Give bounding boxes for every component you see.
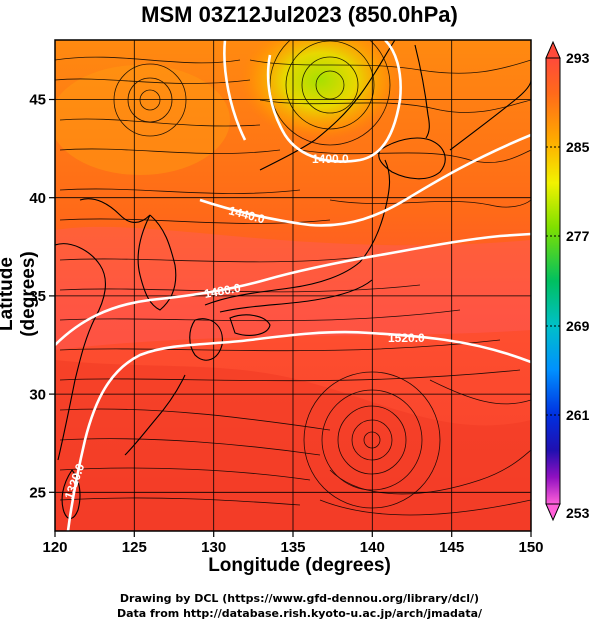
y-tick-label: 25 [29,485,46,502]
cool-region [240,40,400,140]
colorbar-label: 277 [566,228,590,244]
field-layer [55,40,531,531]
chart-title: MSM 03Z12Jul2023 (850.0hPa) [141,2,458,27]
colorbar-label: 285 [566,139,590,155]
x-tick-label: 135 [280,539,305,556]
credit-drawing: Drawing by DCL (https://www.gfd-dennou.o… [119,592,480,605]
contour-label-1400: 1400.0 [312,152,349,166]
x-tick-label: 145 [439,539,464,556]
land-warm [55,65,230,175]
colorbar-label: 293 [566,50,590,66]
graticule [55,40,531,531]
colorbar-label: 269 [566,318,590,334]
coastlines [55,40,531,520]
credit-data: Data from http://database.rish.kyoto-u.a… [116,607,483,620]
y-tick-label: 30 [29,386,46,403]
colorbar: 293 285 277 269 261 253 [545,40,590,522]
y-tick-label: 45 [29,92,46,109]
x-axis-label: Longitude (degrees) [208,555,391,576]
y-tick-label: 40 [29,190,46,207]
colorbar-label: 261 [566,407,590,423]
colorbar-bottom-arrow [545,503,561,522]
x-tick-label: 150 [518,539,543,556]
x-tick-label: 130 [201,539,226,556]
height-contours [55,40,531,531]
x-tick-label: 120 [42,539,67,556]
contour-label-1480: 1480.0 [203,281,242,301]
x-tick-label: 125 [122,539,147,556]
y-tick-label: 35 [29,288,46,305]
contour-label-1520: 1520.0 [388,331,425,345]
colorbar-gradient [545,57,561,505]
colorbar-top-arrow [545,40,561,59]
x-tick-label: 140 [360,539,385,556]
colorbar-label: 253 [566,505,590,521]
axis-ticks [49,98,532,537]
